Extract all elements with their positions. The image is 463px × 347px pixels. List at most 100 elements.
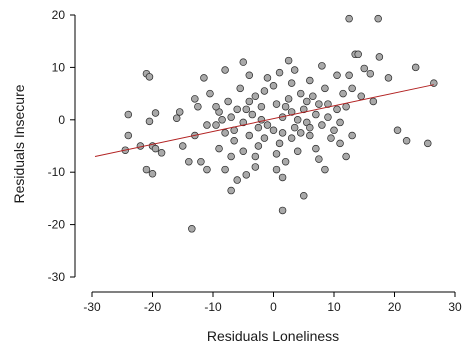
- data-point: [306, 76, 314, 85]
- data-point: [172, 114, 181, 122]
- data-point: [272, 165, 281, 174]
- y-axis: -30 -20 -10 0 10 20: [48, 8, 76, 284]
- x-tick-label: -30: [83, 300, 101, 314]
- data-point: [239, 118, 248, 127]
- data-point: [145, 73, 154, 81]
- data-point: [315, 155, 323, 163]
- data-point: [221, 129, 229, 137]
- data-point: [254, 142, 263, 150]
- data-point: [357, 92, 365, 100]
- data-point: [278, 206, 287, 215]
- data-point: [251, 152, 260, 161]
- data-point: [318, 121, 326, 129]
- data-point: [224, 97, 232, 106]
- data-point: [293, 116, 302, 124]
- x-tick-label: 20: [388, 300, 402, 314]
- data-point: [248, 110, 257, 119]
- x-axis: -30 -20 -10 0 10 20 30: [83, 291, 462, 314]
- x-tick-label: 0: [270, 300, 277, 314]
- data-point: [336, 118, 344, 127]
- x-tick-label: -20: [144, 300, 162, 314]
- data-point: [179, 142, 187, 150]
- data-point: [257, 102, 266, 111]
- data-point: [345, 14, 353, 23]
- data-point: [284, 95, 293, 103]
- data-point: [185, 157, 193, 166]
- data-point: [151, 109, 160, 117]
- data-point: [145, 117, 154, 126]
- data-point: [290, 123, 299, 132]
- data-point: [348, 84, 356, 93]
- data-point: [260, 134, 269, 142]
- data-point: [330, 126, 338, 135]
- data-point: [245, 97, 254, 106]
- data-point: [251, 92, 260, 100]
- data-point: [327, 134, 335, 142]
- data-point: [324, 113, 332, 121]
- data-point: [221, 66, 229, 74]
- data-point: [151, 144, 160, 153]
- data-point: [287, 108, 296, 116]
- data-point: [384, 74, 393, 82]
- data-point: [239, 58, 248, 66]
- data-point: [374, 14, 382, 23]
- data-point: [251, 163, 260, 171]
- data-point: [239, 147, 248, 155]
- data-point: [336, 139, 344, 148]
- data-point: [275, 68, 284, 77]
- data-point: [245, 71, 254, 80]
- data-point: [260, 87, 269, 95]
- data-point: [348, 131, 356, 140]
- data-point: [272, 100, 281, 108]
- data-point: [242, 105, 251, 114]
- data-point: [345, 71, 353, 80]
- data-point: [354, 50, 362, 59]
- data-points: [121, 14, 438, 233]
- x-tick-label: -10: [204, 300, 222, 314]
- data-point: [233, 176, 241, 184]
- data-point: [306, 131, 314, 140]
- data-point: [227, 113, 235, 121]
- y-tick-label: -20: [48, 218, 66, 232]
- data-point: [318, 62, 326, 70]
- data-point: [212, 102, 220, 111]
- data-point: [333, 71, 341, 80]
- data-point: [191, 95, 199, 103]
- data-point: [188, 225, 196, 233]
- data-point: [206, 89, 214, 98]
- data-point: [194, 102, 202, 111]
- data-point: [230, 137, 238, 145]
- data-point: [287, 134, 296, 142]
- data-point: [148, 170, 157, 178]
- data-point: [321, 165, 329, 174]
- data-point: [287, 79, 296, 87]
- data-point: [300, 192, 308, 200]
- y-tick-label: -30: [48, 270, 66, 284]
- data-point: [290, 66, 299, 74]
- data-point: [281, 102, 290, 111]
- y-tick-label: 10: [52, 60, 66, 74]
- data-point: [306, 123, 314, 132]
- data-point: [296, 129, 305, 137]
- data-point: [269, 81, 278, 90]
- y-tick-label: 0: [58, 113, 65, 127]
- data-point: [284, 56, 293, 65]
- data-point: [124, 131, 133, 140]
- data-point: [303, 97, 311, 106]
- data-point: [312, 110, 320, 119]
- data-point: [424, 139, 432, 148]
- data-point: [227, 152, 235, 161]
- data-point: [402, 137, 411, 145]
- data-point: [263, 121, 272, 129]
- data-point: [312, 144, 320, 153]
- data-point: [278, 129, 287, 137]
- data-point: [218, 116, 226, 124]
- x-tick-label: 10: [327, 300, 341, 314]
- data-point: [321, 84, 329, 93]
- data-point: [212, 121, 220, 129]
- data-point: [215, 144, 223, 153]
- data-point: [245, 131, 254, 140]
- data-point: [197, 157, 205, 166]
- data-point: [203, 165, 211, 174]
